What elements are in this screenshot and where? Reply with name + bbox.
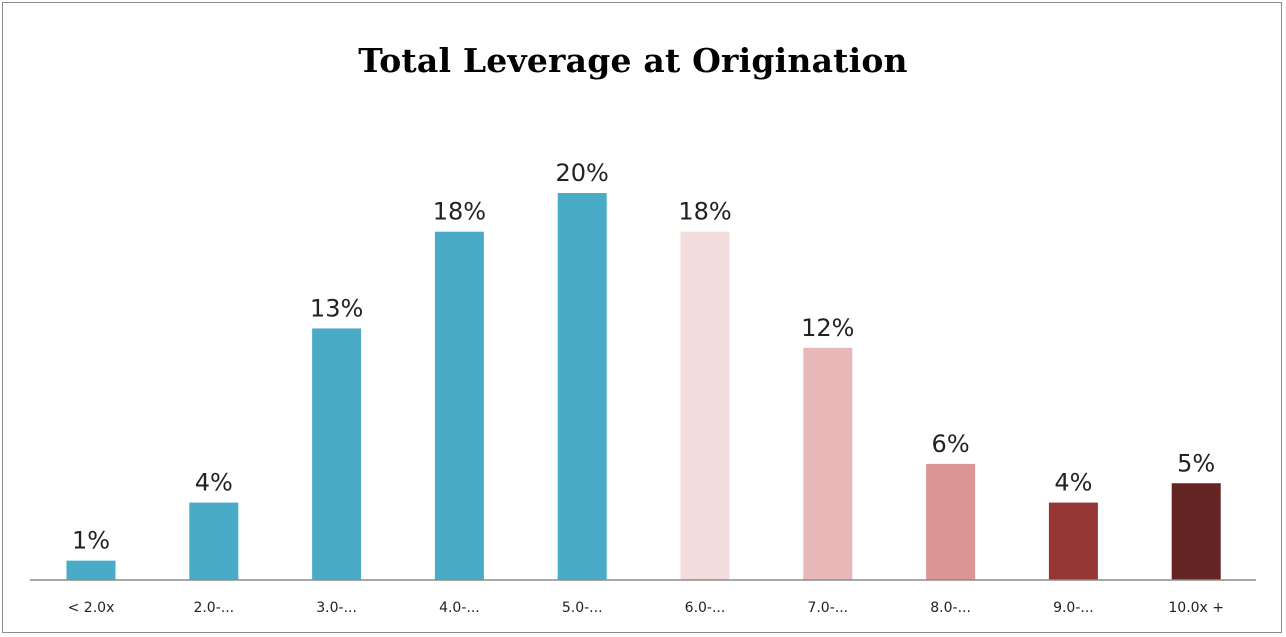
category-label-1: < 2.0x — [68, 600, 115, 616]
bar-1 — [66, 560, 116, 580]
data-label-10: 5% — [1177, 449, 1215, 477]
bar-2 — [189, 502, 239, 580]
bar-7 — [803, 347, 853, 580]
category-label-6: 6.0-... — [685, 600, 726, 616]
bar-3 — [312, 328, 362, 580]
category-label-2: 2.0-... — [193, 600, 234, 616]
bar-9 — [1048, 502, 1098, 580]
category-label-4: 4.0-... — [439, 600, 480, 616]
category-label-9: 9.0-... — [1053, 600, 1094, 616]
bar-4 — [434, 231, 484, 580]
bar-5 — [557, 193, 607, 580]
data-label-5: 20% — [556, 159, 609, 187]
data-label-2: 4% — [195, 469, 233, 497]
category-label-5: 5.0-... — [562, 600, 603, 616]
data-label-1: 1% — [72, 527, 110, 555]
data-label-3: 13% — [310, 294, 363, 322]
chart-title: Total Leverage at Origination — [358, 41, 908, 80]
bar-8 — [926, 463, 976, 580]
bar-10 — [1171, 483, 1221, 580]
data-label-6: 18% — [678, 198, 731, 226]
data-label-9: 4% — [1054, 469, 1092, 497]
category-label-8: 8.0-... — [930, 600, 971, 616]
bar-6 — [680, 231, 730, 580]
data-label-7: 12% — [801, 314, 854, 342]
category-label-7: 7.0-... — [807, 600, 848, 616]
data-label-8: 6% — [932, 430, 970, 458]
category-label-10: 10.0x + — [1168, 600, 1224, 616]
category-label-3: 3.0-... — [316, 600, 357, 616]
data-label-4: 18% — [433, 198, 486, 226]
